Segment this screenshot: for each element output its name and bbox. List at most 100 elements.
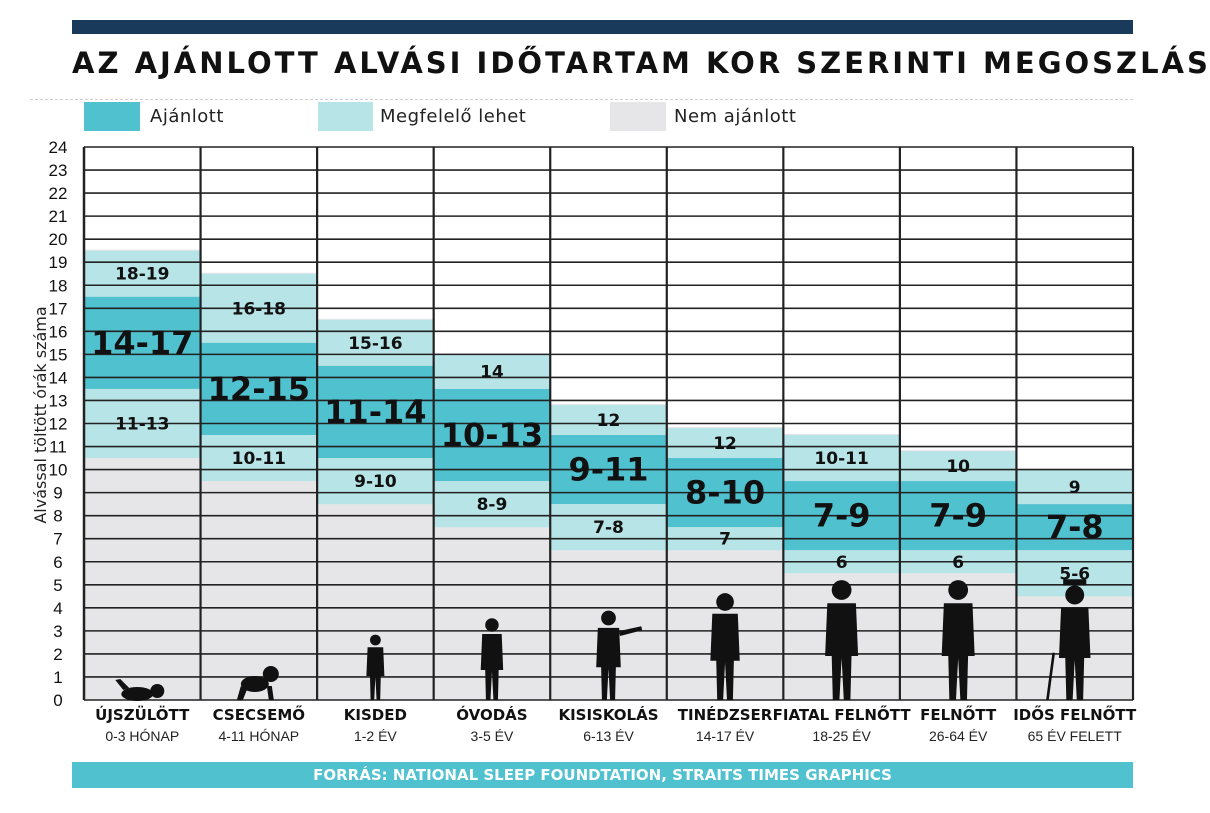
empty-above (667, 145, 784, 428)
y-tick-label: 3 (53, 622, 62, 641)
band-label-recommended: 9-11 (568, 451, 648, 489)
schoolchild-silhouette-icon (596, 610, 643, 700)
y-tick-label: 2 (53, 645, 62, 664)
y-tick-label: 13 (49, 391, 68, 410)
band-label-lower: 8-9 (477, 495, 508, 515)
band-label-lower: 6 (836, 553, 848, 573)
band-label-upper: 9 (1069, 478, 1081, 498)
band-labels: 18-19 14-17 11-13 ÚJSZÜLÖTT 0-3 HÓNAP 16-18 12… (91, 265, 1137, 744)
category-age: 18-25 ÉV (812, 728, 871, 744)
source-footer: FORRÁS: NATIONAL SLEEP FOUNDTATION, STRA… (72, 762, 1133, 788)
band-label-upper: 18-19 (115, 265, 169, 285)
newborn-silhouette-icon (115, 679, 165, 701)
y-tick-label: 18 (49, 276, 68, 295)
band-label-recommended: 14-17 (91, 324, 193, 362)
band-label-recommended: 10-13 (441, 416, 543, 454)
band-label-upper: 12 (597, 411, 621, 431)
y-tick-label: 19 (49, 253, 68, 272)
y-tick-label: 17 (49, 299, 68, 318)
band-label-upper: 16-18 (232, 299, 286, 319)
category-age: 0-3 HÓNAP (105, 728, 179, 744)
y-tick-label: 10 (49, 461, 68, 480)
y-tick-label: 1 (53, 668, 62, 687)
category-name: IDŐS FELNŐTT (1013, 704, 1137, 724)
y-tick-label: 4 (53, 599, 62, 618)
legend-swatch-may-be-appropriate (318, 102, 373, 131)
y-tick-label: 15 (49, 345, 68, 364)
band-label-recommended: 7-8 (1046, 508, 1104, 546)
toddler-silhouette-icon (366, 634, 385, 700)
band-label-lower: 5-6 (1059, 564, 1090, 584)
band-label-lower: 7-8 (593, 518, 624, 538)
band-recommended (84, 296, 201, 389)
category-age: 4-11 HÓNAP (218, 728, 299, 744)
category-name: TINÉDZSER (678, 705, 773, 724)
band-label-lower: 6 (952, 553, 964, 573)
category-age: 26-64 ÉV (929, 728, 988, 744)
empty-above (434, 145, 551, 354)
category-name: KISDED (344, 706, 407, 724)
legend-swatch-recommended (84, 102, 140, 131)
y-tick-label: 14 (49, 368, 68, 387)
legend-label-may-be-appropriate: Megfelelő lehet (380, 106, 527, 127)
category-name: ÓVODÁS (456, 705, 527, 724)
adult-silhouette-icon (941, 580, 975, 700)
band-label-upper: 12 (713, 434, 737, 454)
band-may-upper (783, 435, 900, 482)
preschooler-silhouette-icon (480, 618, 504, 700)
header-bar (72, 20, 1133, 34)
empty-above (318, 145, 434, 319)
young-adult-silhouette-icon (825, 580, 859, 700)
band-label-lower: 9-10 (354, 472, 397, 492)
category-age: 3-5 ÉV (471, 728, 514, 744)
band-label-lower: 7 (719, 530, 731, 550)
category-name: FELNŐTT (920, 704, 997, 724)
band-label-upper: 10 (946, 457, 970, 477)
band-may-lower (433, 481, 551, 528)
band-may-upper (550, 405, 667, 436)
y-axis-label: Alvással töltött órák száma (31, 306, 50, 523)
category-age: 1-2 ÉV (354, 728, 397, 744)
band-may-upper (899, 451, 1017, 482)
band-may-upper (1016, 469, 1133, 505)
empty-above (551, 145, 667, 405)
category-age: 6-13 ÉV (583, 728, 634, 744)
band-label-upper: 15-16 (348, 334, 402, 354)
category-name: ÚJSZÜLÖTT (95, 705, 190, 724)
band-label-recommended: 11-14 (324, 393, 426, 431)
y-tick-label: 12 (49, 415, 68, 434)
band-label-upper: 14 (480, 363, 504, 383)
y-tick-label: 8 (53, 507, 62, 526)
y-tick-label: 0 (53, 691, 62, 710)
band-may-lower (550, 504, 667, 551)
divider (30, 99, 1133, 100)
category-name: FIATAL FELNŐTT (773, 704, 912, 724)
y-tick-label: 11 (49, 438, 67, 457)
y-tick-label: 9 (53, 484, 62, 503)
band-recommended (433, 388, 551, 482)
y-tick-label: 22 (49, 184, 68, 203)
legend-label-recommended: Ajánlott (150, 106, 224, 127)
category-age: 14-17 ÉV (696, 728, 755, 744)
band-label-recommended: 12-15 (208, 370, 310, 408)
band-label-lower: 10-11 (232, 449, 286, 469)
y-tick-label: 5 (53, 576, 62, 595)
chart-title: AZ AJÁNLOTT ALVÁSI IDŐTARTAM KOR SZERINT… (72, 46, 1210, 80)
legend-swatch-not-recommended (610, 102, 666, 131)
y-tick-label: 21 (49, 207, 68, 226)
y-tick-label: 20 (49, 230, 68, 249)
band-recommended (317, 365, 434, 459)
empty-above (784, 145, 900, 435)
band-label-recommended: 7-9 (929, 497, 987, 535)
band-may-lower (200, 435, 318, 482)
band-recommended (1016, 504, 1133, 551)
band-label-recommended: 8-10 (685, 474, 765, 512)
category-name: CSECSEMŐ (213, 704, 305, 724)
band-may-upper (317, 319, 434, 366)
senior-silhouette-icon (1046, 579, 1091, 701)
y-tick-label: 23 (49, 161, 68, 180)
band-may-upper (84, 250, 201, 297)
teenager-silhouette-icon (710, 593, 740, 700)
band-label-lower: 11-13 (115, 415, 169, 435)
